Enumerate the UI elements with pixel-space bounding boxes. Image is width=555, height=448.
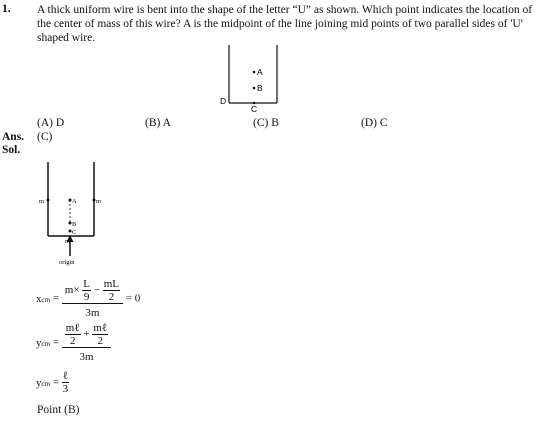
eq3-lhs: y: [36, 376, 42, 389]
eq1-rhs: = 0: [125, 292, 141, 305]
eq3-den: 3: [62, 383, 69, 395]
eq1-num-l: L: [82, 278, 92, 291]
label-c: C: [251, 104, 257, 114]
sol-label-origin: origin: [59, 259, 75, 266]
right-mass-dot: [92, 198, 96, 202]
eq1-den-3m: 3m: [85, 307, 100, 319]
label-a: A: [257, 67, 263, 77]
eq3-sub: cm: [41, 379, 51, 388]
eq3-num: ℓ: [61, 370, 70, 383]
label-d: D: [220, 96, 226, 106]
sol-label-m-left: m: [39, 198, 44, 205]
origin-arrow: [66, 235, 74, 256]
option-c[interactable]: (C) B: [253, 117, 279, 129]
eq2-num1: mℓ: [64, 322, 81, 335]
eq2-den-3m: 3m: [79, 351, 94, 363]
sol-label-a: A: [72, 198, 77, 205]
label-b: B: [257, 83, 263, 93]
eq2-main-fraction: mℓ 2 + mℓ 2 3m: [61, 322, 112, 363]
question-text: A thick uniform wire is bent into the sh…: [37, 4, 533, 45]
option-b[interactable]: (B) A: [145, 117, 171, 129]
eq1-den-2: 2: [108, 291, 115, 303]
eq1-lhs: x: [36, 292, 42, 305]
sol-label-m-right: m: [96, 198, 101, 205]
eq3-fraction: ℓ 3: [61, 370, 70, 395]
point-b-dot: [252, 86, 256, 90]
point-a-dot: [252, 70, 256, 74]
option-d[interactable]: (D) C: [361, 117, 388, 129]
sol-label-c: C: [72, 229, 76, 236]
question-number: 1.: [2, 3, 11, 15]
solution-conclusion: Point (B): [37, 404, 80, 416]
left-mass-dot: [46, 198, 50, 202]
eq1-m-times: m×: [64, 284, 80, 297]
equation-ycm: ycm = mℓ 2 + mℓ 2 3m: [36, 322, 112, 363]
point-c-dot: [252, 101, 256, 105]
eq1-num-ml: mL: [102, 278, 121, 291]
eq1-den-9: 9: [83, 291, 90, 303]
eq2-den2: 2: [97, 335, 103, 347]
sol-label-m-bottom: m: [65, 238, 70, 245]
solution-label: Sol.: [2, 144, 21, 156]
eq2-den1: 2: [69, 335, 76, 347]
equation-ycm-result: ycm = ℓ 3: [36, 370, 70, 395]
eq2-lhs: y: [36, 336, 42, 349]
answer-label: Ans.: [2, 131, 25, 143]
sol-label-b: B: [72, 221, 77, 228]
eq2-num2: mℓ: [92, 322, 109, 335]
answer-value: (C): [37, 131, 53, 143]
eq2-sub: cm: [41, 339, 51, 348]
sol-point-b-dot: [68, 221, 72, 225]
eq1-sub: cm: [41, 295, 51, 304]
option-a[interactable]: (A) D: [37, 117, 65, 129]
sol-point-c-dot: [68, 229, 72, 233]
